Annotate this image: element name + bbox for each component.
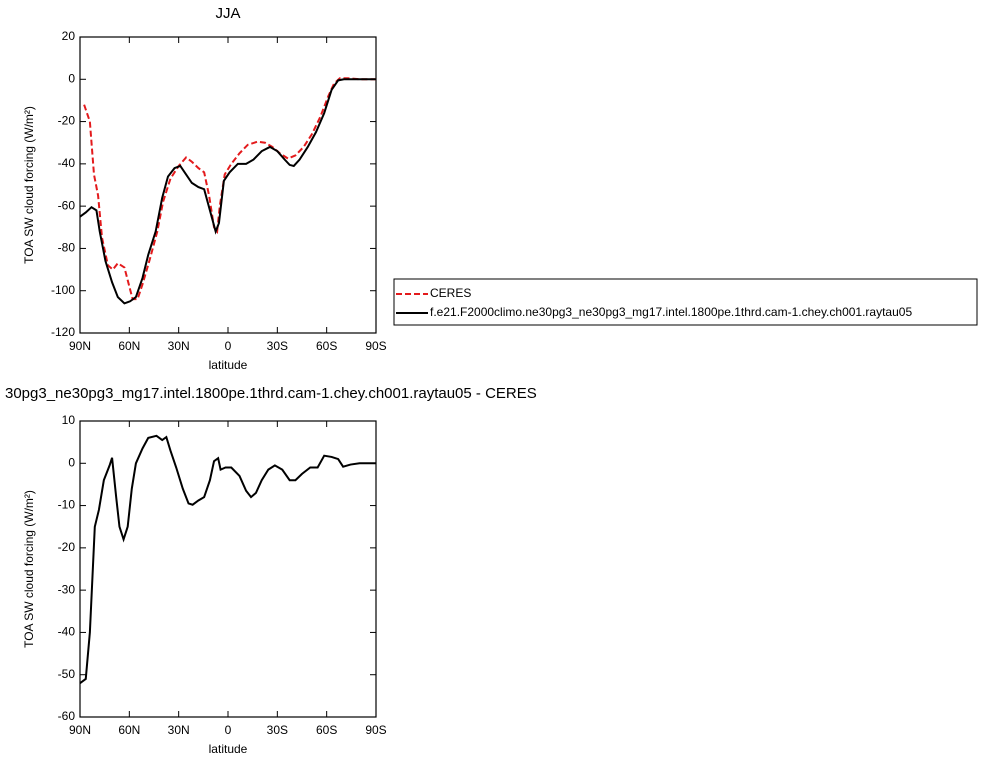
y-axis-label: TOA SW cloud forcing (W/m²) xyxy=(22,106,36,264)
legend-box xyxy=(393,278,978,326)
y-tick-label: -40 xyxy=(58,625,76,639)
x-tick-label: 0 xyxy=(225,339,232,353)
series-line xyxy=(79,78,376,305)
x-tick-label: 60S xyxy=(316,339,337,353)
chart-title: JJA xyxy=(215,5,240,22)
y-axis-label: TOA SW cloud forcing (W/m²) xyxy=(22,490,36,648)
x-tick-label: 30S xyxy=(267,339,288,353)
legend-label: CERES xyxy=(430,286,471,300)
y-tick-label: -80 xyxy=(58,241,76,255)
y-tick-label: -20 xyxy=(58,540,76,554)
y-tick-label: -60 xyxy=(58,709,76,723)
y-tick-label: -120 xyxy=(51,325,75,339)
y-tick-label: -40 xyxy=(58,156,76,170)
x-tick-label: 90N xyxy=(69,339,91,353)
y-tick-label: -20 xyxy=(58,114,76,128)
x-tick-label: 0 xyxy=(225,723,232,737)
x-tick-label: 60N xyxy=(118,723,140,737)
x-tick-label: 90N xyxy=(69,723,91,737)
y-tick-label: -30 xyxy=(58,582,76,596)
x-tick-label: 30N xyxy=(168,723,190,737)
x-tick-label: 60S xyxy=(316,723,337,737)
y-tick-label: -100 xyxy=(51,283,75,297)
x-tick-label: 90S xyxy=(365,339,386,353)
x-tick-label: 30S xyxy=(267,723,288,737)
legend-label: f.e21.F2000climo.ne30pg3_ne30pg3_mg17.in… xyxy=(430,305,912,319)
x-tick-label: 30N xyxy=(168,339,190,353)
y-tick-label: 10 xyxy=(62,413,76,427)
y-tick-label: 20 xyxy=(62,29,76,43)
chart-title: 30pg3_ne30pg3_mg17.intel.1800pe.1thrd.ca… xyxy=(5,385,537,402)
y-tick-label: -60 xyxy=(58,198,76,212)
x-axis-label: latitude xyxy=(209,358,248,372)
series-line xyxy=(83,77,376,301)
y-tick-label: -10 xyxy=(58,498,76,512)
plot-frame xyxy=(79,420,377,718)
x-axis-label: latitude xyxy=(209,742,248,756)
y-tick-label: 0 xyxy=(68,71,75,85)
x-tick-label: 90S xyxy=(365,723,386,737)
x-tick-label: 60N xyxy=(118,339,140,353)
y-tick-label: 0 xyxy=(68,455,75,469)
series-line xyxy=(79,434,376,684)
plot-frame xyxy=(79,36,377,334)
y-tick-label: -50 xyxy=(58,667,76,681)
